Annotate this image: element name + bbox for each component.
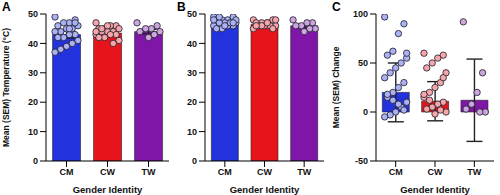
svg-text:TW: TW: [142, 167, 156, 177]
html-text:B: B: [177, 0, 186, 14]
svg-text:0: 0: [363, 107, 368, 117]
svg-text:Gender Identity: Gender Identity: [230, 184, 300, 195]
svg-text:50: 50: [187, 9, 197, 19]
svg-text:30: 30: [28, 68, 38, 78]
svg-text:0: 0: [33, 156, 38, 166]
svg-text:TW: TW: [467, 167, 481, 177]
html-text:C: C: [332, 0, 341, 14]
svg-text:20: 20: [187, 97, 197, 107]
svg-text:-50: -50: [355, 156, 368, 166]
svg-text:100: 100: [353, 9, 368, 19]
svg-text:10: 10: [28, 127, 38, 137]
svg-text:0: 0: [192, 156, 197, 166]
svg-text:CM: CM: [389, 167, 403, 177]
svg-text:CM: CM: [60, 167, 74, 177]
svg-text:Mean (SEM) Change: Mean (SEM) Change: [331, 46, 341, 128]
svg-text:CW: CW: [428, 167, 443, 177]
html-text:A: A: [2, 0, 11, 14]
svg-text:CM: CM: [218, 167, 232, 177]
svg-text:Gender Identity: Gender Identity: [400, 184, 470, 195]
svg-text:Gender Identity: Gender Identity: [73, 184, 143, 195]
svg-text:40: 40: [28, 39, 38, 49]
svg-text:CW: CW: [100, 167, 115, 177]
svg-text:50: 50: [28, 9, 38, 19]
svg-text:TW: TW: [297, 167, 311, 177]
svg-text:50: 50: [358, 58, 368, 68]
svg-text:40: 40: [187, 39, 197, 49]
svg-text:10: 10: [187, 127, 197, 137]
svg-text:20: 20: [28, 97, 38, 107]
svg-text:30: 30: [187, 68, 197, 78]
svg-text:CW: CW: [257, 167, 272, 177]
svg-text:Mean (SEM) Temperature (°C): Mean (SEM) Temperature (°C): [8, 28, 11, 147]
